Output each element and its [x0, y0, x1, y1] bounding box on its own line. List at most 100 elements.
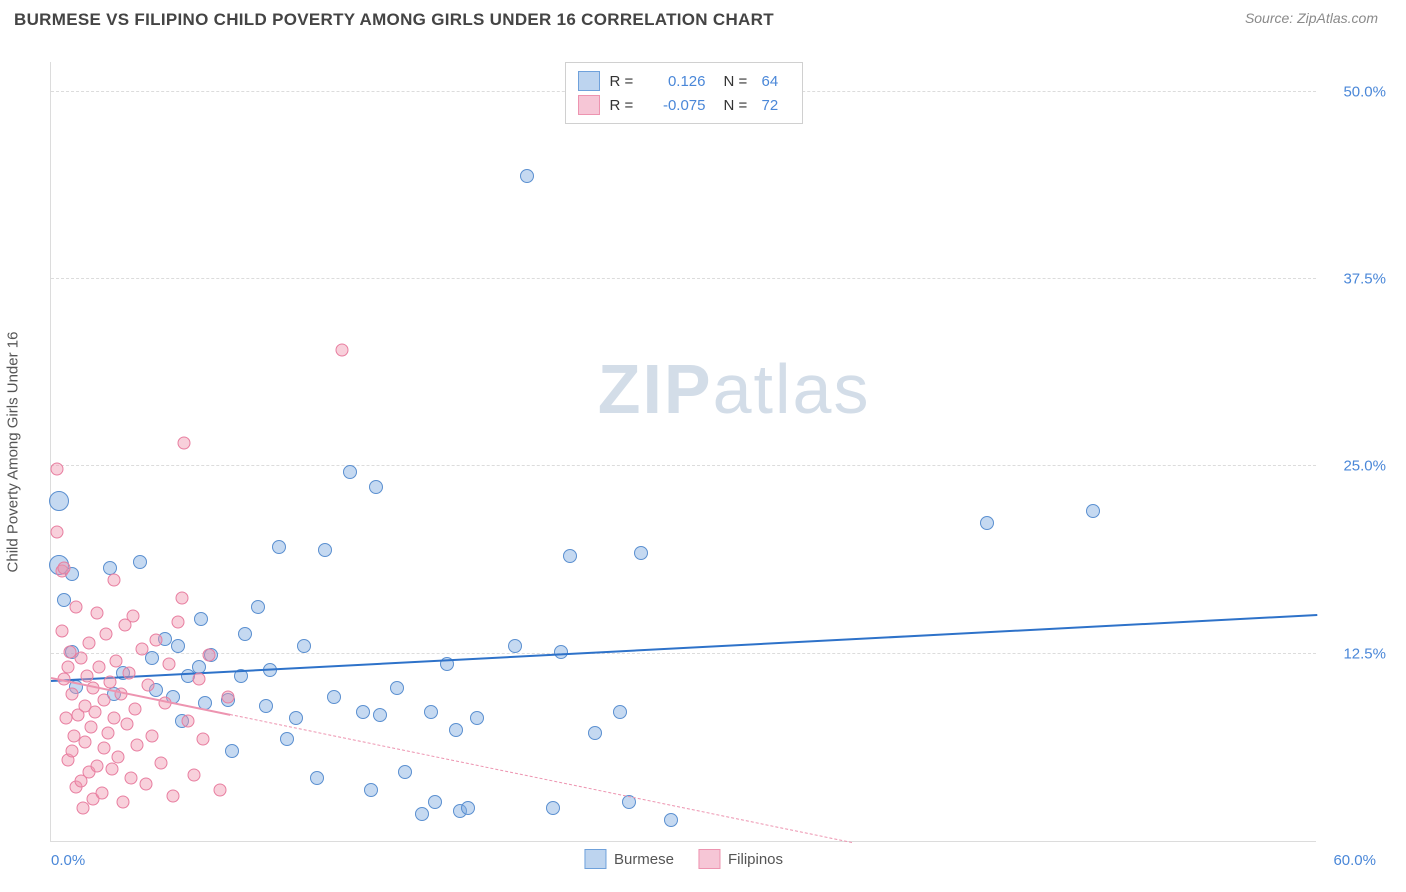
- legend-swatch: [578, 71, 600, 91]
- data-point: [97, 742, 110, 755]
- data-point: [470, 711, 484, 725]
- data-point: [259, 699, 273, 713]
- data-point: [112, 751, 125, 764]
- data-point: [163, 658, 176, 671]
- data-point: [135, 643, 148, 656]
- data-point: [66, 688, 79, 701]
- data-point: [49, 491, 69, 511]
- data-point: [449, 723, 463, 737]
- data-point: [89, 706, 102, 719]
- data-point: [182, 715, 195, 728]
- data-point: [251, 600, 265, 614]
- y-tick-label: 12.5%: [1326, 645, 1386, 662]
- data-point: [78, 736, 91, 749]
- data-point: [424, 705, 438, 719]
- data-point: [364, 783, 378, 797]
- data-point: [297, 639, 311, 653]
- y-axis-label: Child Poverty Among Girls Under 16: [5, 331, 22, 572]
- data-point: [51, 463, 64, 476]
- data-point: [327, 690, 341, 704]
- data-point: [145, 651, 159, 665]
- y-tick-label: 37.5%: [1326, 271, 1386, 288]
- data-point: [196, 733, 209, 746]
- data-point: [222, 691, 235, 704]
- data-point: [335, 343, 348, 356]
- data-point: [188, 769, 201, 782]
- data-point: [171, 639, 185, 653]
- data-point: [129, 703, 142, 716]
- data-point: [97, 694, 110, 707]
- data-point: [66, 745, 79, 758]
- legend-r-label: R =: [610, 73, 638, 90]
- data-point: [238, 627, 252, 641]
- data-point: [343, 465, 357, 479]
- data-point: [93, 661, 106, 674]
- data-point: [634, 546, 648, 560]
- data-point: [82, 637, 95, 650]
- legend-r-value: 0.126: [648, 73, 706, 90]
- data-point: [373, 708, 387, 722]
- data-point: [95, 787, 108, 800]
- data-point: [588, 726, 602, 740]
- legend-item: Filipinos: [698, 849, 783, 869]
- legend-n-value: 72: [762, 97, 790, 114]
- x-tick-label: 60.0%: [1333, 852, 1376, 869]
- legend-swatch: [584, 849, 606, 869]
- data-point: [390, 681, 404, 695]
- data-point: [131, 739, 144, 752]
- data-point: [664, 813, 678, 827]
- data-point: [106, 763, 119, 776]
- legend-series-name: Filipinos: [728, 851, 783, 868]
- data-point: [51, 526, 64, 539]
- data-point: [613, 705, 627, 719]
- data-point: [272, 540, 286, 554]
- legend-series-name: Burmese: [614, 851, 674, 868]
- data-point: [192, 673, 205, 686]
- data-point: [461, 801, 475, 815]
- legend-r-value: -0.075: [648, 97, 706, 114]
- series-legend: Burmese Filipinos: [584, 849, 783, 869]
- data-point: [177, 436, 190, 449]
- gridline: [51, 653, 1316, 654]
- data-point: [120, 718, 133, 731]
- y-tick-label: 50.0%: [1326, 83, 1386, 100]
- data-point: [59, 712, 72, 725]
- data-point: [123, 667, 136, 680]
- data-point: [398, 765, 412, 779]
- chart-header: BURMESE VS FILIPINO CHILD POVERTY AMONG …: [0, 0, 1406, 36]
- data-point: [91, 760, 104, 773]
- legend-swatch: [698, 849, 720, 869]
- data-point: [167, 790, 180, 803]
- data-point: [116, 796, 129, 809]
- data-point: [520, 169, 534, 183]
- scatter-chart: Child Poverty Among Girls Under 16 ZIPat…: [50, 62, 1316, 842]
- data-point: [127, 610, 140, 623]
- data-point: [318, 543, 332, 557]
- legend-swatch: [578, 95, 600, 115]
- data-point: [70, 601, 83, 614]
- data-point: [563, 549, 577, 563]
- data-point: [85, 721, 98, 734]
- data-point: [141, 679, 154, 692]
- legend-n-label: N =: [724, 97, 752, 114]
- data-point: [203, 649, 216, 662]
- chart-title: BURMESE VS FILIPINO CHILD POVERTY AMONG …: [14, 10, 774, 30]
- data-point: [91, 607, 104, 620]
- data-point: [57, 562, 70, 575]
- data-point: [213, 784, 226, 797]
- y-tick-label: 25.0%: [1326, 458, 1386, 475]
- data-point: [508, 639, 522, 653]
- data-point: [415, 807, 429, 821]
- trend-line: [51, 614, 1317, 682]
- data-point: [546, 801, 560, 815]
- data-point: [61, 661, 74, 674]
- legend-r-label: R =: [610, 97, 638, 114]
- legend-row: R =0.126N =64: [578, 69, 790, 93]
- data-point: [108, 574, 121, 587]
- watermark: ZIPatlas: [598, 349, 871, 429]
- data-point: [99, 628, 112, 641]
- data-point: [76, 802, 89, 815]
- data-point: [980, 516, 994, 530]
- legend-row: R = -0.075 N = 72: [578, 93, 790, 117]
- x-tick-label: 0.0%: [51, 852, 85, 869]
